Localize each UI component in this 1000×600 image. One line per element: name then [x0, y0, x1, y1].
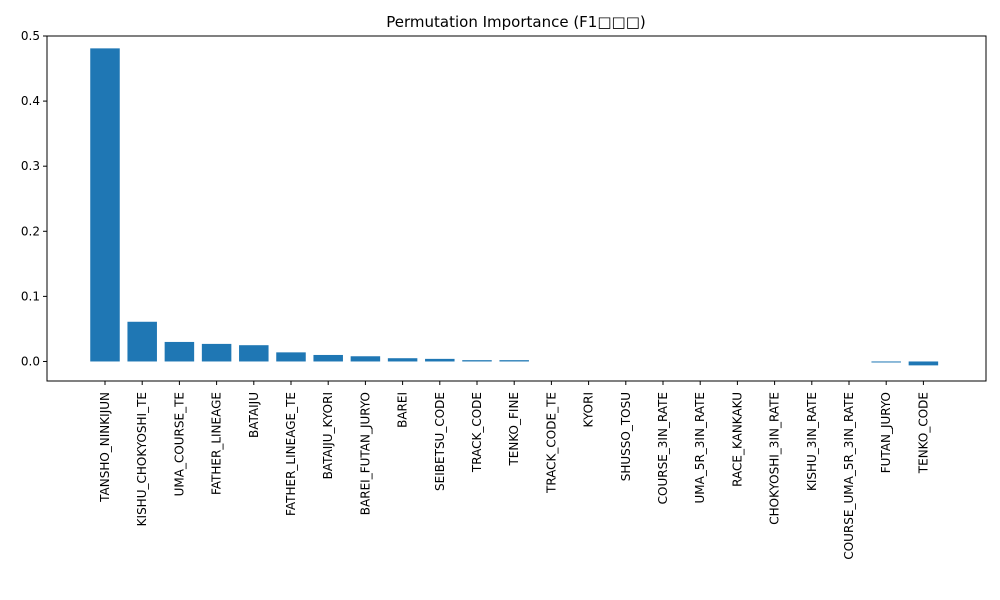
x-tick-label: BAREI [396, 392, 410, 428]
plot-frame [46, 35, 987, 382]
y-tick-label: 0.4 [21, 94, 40, 108]
x-axis: TANSHO_NINKIJUN KISHU_CHOKYOSHI_TE UMA_COU… [98, 381, 930, 560]
x-tick-label: UMA_5R_3IN_RATE [693, 392, 707, 504]
x-tick-label: TRACK_CODE_TE [544, 392, 558, 494]
x-tick-label: BATAIJU_KYORI [321, 392, 335, 479]
x-tick-label: BAREI_FUTAN_JURYO [358, 392, 372, 515]
x-tick-label: TRACK_CODE [470, 392, 484, 473]
x-tick-label: TENKO_CODE [916, 392, 930, 474]
bar-tenko-code [908, 361, 939, 366]
x-tick-label: CHOKYOSHI_3IN_RATE [768, 392, 782, 525]
x-tick-label: SEIBETSU_CODE [433, 392, 447, 491]
y-axis: 0.0 0.1 0.2 0.3 0.4 0.5 [21, 29, 47, 368]
x-tick-label: KYORI [582, 392, 596, 427]
x-tick-label: KISHU_CHOKYOSHI_TE [135, 392, 149, 526]
bar-barei-futan-juryo [350, 356, 381, 362]
bar-tansho-ninkijun [90, 48, 120, 362]
bar-bataiju-kyori [313, 354, 343, 362]
bar-track-code [462, 360, 492, 362]
y-tick-label: 0.1 [21, 289, 40, 303]
bar-kishu-chokyoshi-te [127, 321, 157, 362]
x-tick-label: TENKO_FINE [507, 392, 521, 467]
bar-father-lineage-te [276, 352, 306, 362]
x-tick-label: RACE_KANKAKU [730, 392, 744, 487]
x-tick-label: FUTAN_JURYO [879, 392, 893, 473]
bar-bataiju [239, 345, 269, 362]
bar-seibetsu-code [425, 358, 455, 362]
x-tick-label: COURSE_3IN_RATE [656, 392, 670, 504]
bar-uma-course-te [164, 341, 195, 362]
x-tick-label: UMA_COURSE_TE [172, 392, 186, 496]
bar-barei [387, 358, 418, 362]
y-tick-label: 0.5 [21, 29, 40, 43]
x-tick-label: TANSHO_NINKIJUN [98, 392, 112, 503]
bar-tenko-fine [499, 360, 529, 362]
x-tick-label: SHUSSO_TOSU [619, 392, 633, 481]
bars-group [90, 48, 939, 366]
x-tick-label: FATHER_LINEAGE_TE [284, 392, 298, 516]
x-tick-label: COURSE_UMA_5R_3IN_RATE [842, 392, 856, 560]
y-tick-label: 0.3 [21, 159, 40, 173]
chart-title: Permutation Importance (F1□□□) [386, 13, 645, 31]
bar-father-lineage [201, 343, 232, 362]
y-tick-label: 0.0 [21, 354, 40, 368]
x-tick-label: FATHER_LINEAGE [210, 392, 224, 495]
x-tick-label: KISHU_3IN_RATE [805, 392, 819, 491]
x-tick-label: BATAIJU [247, 392, 261, 438]
y-tick-label: 0.2 [21, 224, 40, 238]
bar-futan-juryo [871, 361, 901, 363]
